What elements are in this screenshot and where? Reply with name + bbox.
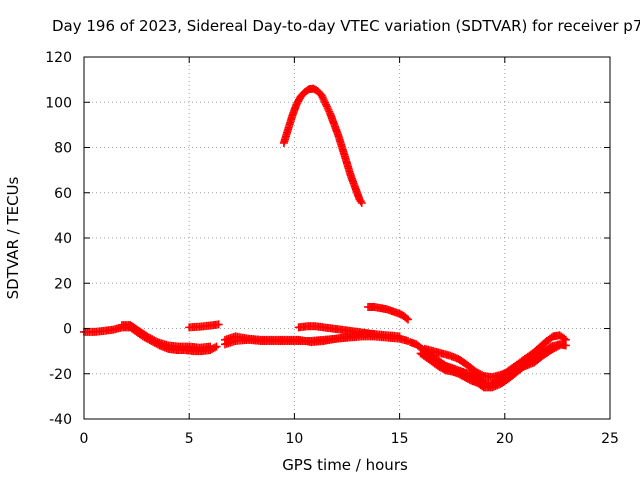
x-tick-label: 10 xyxy=(285,431,303,447)
data-point xyxy=(370,330,379,339)
data-point-trail xyxy=(321,98,330,107)
data-points xyxy=(80,84,570,392)
x-tick-label: 20 xyxy=(496,431,514,447)
data-point xyxy=(395,332,404,341)
x-tick-label: 0 xyxy=(80,431,89,447)
data-point xyxy=(321,100,330,109)
data-point xyxy=(357,198,366,207)
series-arc-4 xyxy=(279,84,366,207)
y-tick-label: 0 xyxy=(63,322,72,338)
x-axis-label: GPS time / hours xyxy=(282,456,408,474)
y-tick-label: 60 xyxy=(54,186,72,202)
data-point-trail xyxy=(319,95,328,104)
data-point xyxy=(404,315,413,324)
y-tick-label: 20 xyxy=(54,276,72,292)
y-tick-label: 100 xyxy=(45,95,72,111)
x-tick-label: 15 xyxy=(391,431,409,447)
data-point-trail xyxy=(320,96,329,105)
y-tick-label: 80 xyxy=(54,141,72,157)
chart-title: Day 196 of 2023, Sidereal Day-to-day VTE… xyxy=(52,17,640,35)
data-point-trail xyxy=(324,105,333,114)
series-arc-5 xyxy=(294,322,379,339)
data-point xyxy=(214,320,223,329)
series-arc-2 xyxy=(185,320,223,332)
series-arc-1b xyxy=(117,321,215,352)
y-tick-label: 120 xyxy=(45,50,72,66)
y-axis-label: SDTVAR / TECUs xyxy=(4,176,22,299)
data-point-trail xyxy=(151,337,160,346)
data-point-trail xyxy=(553,342,562,351)
y-tick-label: -40 xyxy=(49,412,72,428)
data-point xyxy=(555,341,564,350)
data-point-trail xyxy=(356,197,365,206)
series-arc-7b xyxy=(416,340,570,392)
data-point xyxy=(317,91,326,100)
series-arc-7c xyxy=(420,341,564,382)
data-point-trail xyxy=(318,93,327,102)
series-arc-6 xyxy=(364,303,413,324)
y-tick-label: -20 xyxy=(49,367,72,383)
data-point xyxy=(206,342,215,351)
data-point-trail xyxy=(322,102,331,111)
ticks: 0 5 10 15 20 25 -40 -20 0 20 40 60 80 100 120 xyxy=(45,50,619,447)
x-tick-label: 5 xyxy=(185,431,194,447)
x-tick-label: 25 xyxy=(601,431,619,447)
data-point-trail xyxy=(323,104,332,113)
data-point-trail xyxy=(402,314,411,323)
y-tick-label: 40 xyxy=(54,231,72,247)
